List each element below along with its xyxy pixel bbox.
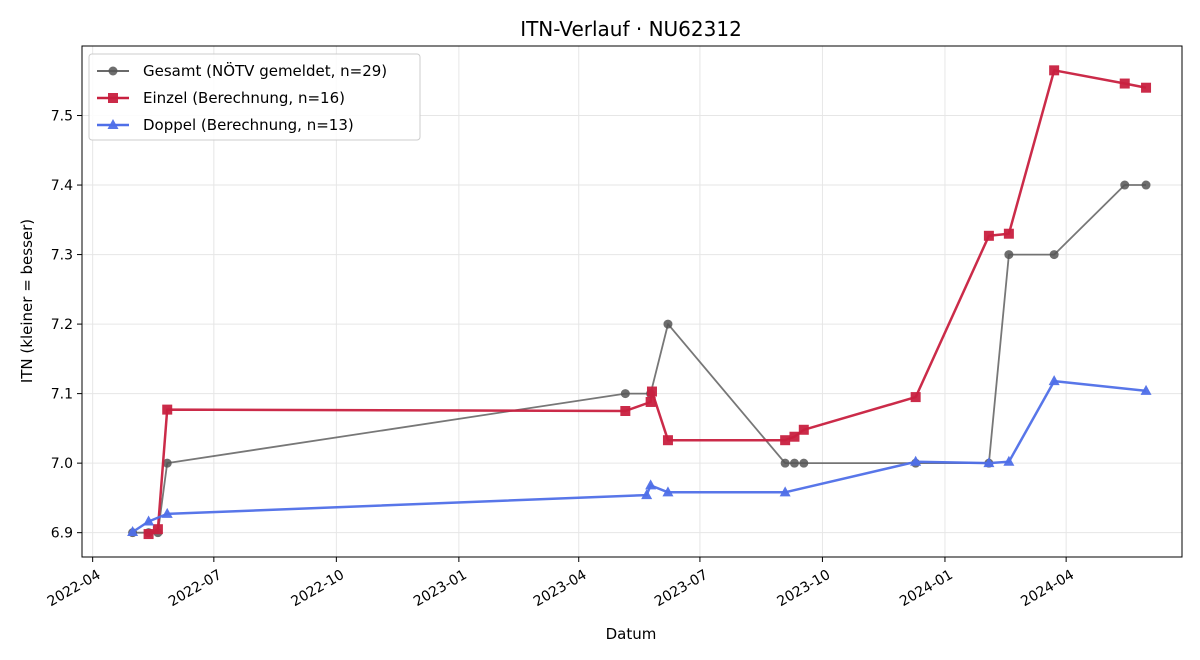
y-axis-label: ITN (kleiner = besser) xyxy=(18,219,36,383)
y-tick-label: 6.9 xyxy=(51,526,73,542)
data-point-triangle xyxy=(983,457,995,468)
y-tick-label: 7.3 xyxy=(51,248,73,264)
data-point-circle xyxy=(799,458,809,468)
data-point-triangle xyxy=(143,515,155,526)
grid-lines xyxy=(82,46,1182,557)
data-point-square xyxy=(1141,82,1152,93)
data-point-triangle xyxy=(910,455,922,466)
legend-label: Doppel (Berechnung, n=13) xyxy=(143,116,354,134)
data-point-circle xyxy=(789,458,799,468)
data-point-triangle xyxy=(662,486,674,497)
data-point-square xyxy=(645,396,656,407)
y-tick-label: 7.2 xyxy=(51,317,73,333)
legend-entry: Doppel (Berechnung, n=13) xyxy=(97,116,354,134)
series-layer xyxy=(127,65,1152,540)
legend-marker-circle xyxy=(108,66,118,76)
data-point-square xyxy=(1003,228,1014,239)
series-2 xyxy=(127,375,1152,536)
x-tick-label: 2024-04 xyxy=(1018,567,1077,610)
data-point-square xyxy=(1119,78,1130,89)
legend-marker-square xyxy=(108,93,118,103)
data-point-triangle xyxy=(127,525,139,536)
data-point-circle xyxy=(1049,250,1059,260)
data-point-circle xyxy=(780,458,790,468)
data-point-circle xyxy=(1120,180,1130,190)
legend-label: Gesamt (NÖTV gemeldet, n=29) xyxy=(143,61,387,80)
data-point-circle xyxy=(620,389,630,399)
data-point-square xyxy=(789,431,800,442)
legend: Gesamt (NÖTV gemeldet, n=29) Einzel (Bere… xyxy=(88,53,421,141)
x-tick-label: 2023-01 xyxy=(411,567,470,610)
legend-entry: Gesamt (NÖTV gemeldet, n=29) xyxy=(97,61,387,80)
x-tick-label: 2022-10 xyxy=(288,567,347,610)
x-tick-label: 2023-04 xyxy=(531,567,590,610)
y-tick-label: 7.0 xyxy=(51,456,73,472)
x-tick-label: 2023-10 xyxy=(775,567,834,610)
x-tick-label: 2023-07 xyxy=(652,567,711,610)
series-line-circle xyxy=(132,184,1146,534)
plot-frame xyxy=(81,45,1183,558)
data-point-triangle xyxy=(645,479,657,490)
data-point-circle xyxy=(1141,180,1151,190)
series-1 xyxy=(143,65,1152,540)
data-point-square xyxy=(143,529,154,540)
chart-title: ITN-Verlauf · NU62312 xyxy=(520,17,742,41)
y-tick-label: 7.4 xyxy=(51,178,73,194)
legend-box xyxy=(88,53,421,141)
data-point-square xyxy=(910,392,921,403)
data-point-triangle xyxy=(1048,375,1060,386)
legend-label: Einzel (Berechnung, n=16) xyxy=(143,89,345,107)
data-point-square xyxy=(662,435,673,446)
data-point-triangle xyxy=(1140,384,1152,395)
data-point-triangle xyxy=(779,486,791,497)
x-tick-label: 2024-01 xyxy=(897,567,956,610)
data-point-square xyxy=(798,424,809,435)
data-point-circle xyxy=(162,458,172,468)
data-point-triangle xyxy=(1003,455,1015,466)
y-tick-label: 7.5 xyxy=(51,109,73,125)
data-point-triangle xyxy=(161,507,173,518)
data-point-triangle xyxy=(641,489,653,500)
legend-entry: Einzel (Berechnung, n=16) xyxy=(97,89,345,107)
data-point-square xyxy=(152,524,163,535)
data-point-circle xyxy=(1004,250,1014,260)
x-tick-label: 2022-04 xyxy=(45,567,104,610)
legend-marker-triangle xyxy=(107,119,119,129)
data-point-square xyxy=(983,230,994,241)
axes: 2022-04 2022-07 2022-10 2023-01 2023-04 2023-… xyxy=(45,109,1077,610)
y-tick-label: 7.1 xyxy=(51,387,73,403)
data-point-square xyxy=(162,404,173,415)
data-point-square xyxy=(646,386,657,397)
x-tick-label: 2022-07 xyxy=(166,567,225,610)
data-point-circle xyxy=(663,319,673,329)
data-point-square xyxy=(780,435,791,446)
data-point-square xyxy=(620,406,631,416)
x-axis-label: Datum xyxy=(606,625,657,643)
data-point-square xyxy=(1049,65,1060,76)
